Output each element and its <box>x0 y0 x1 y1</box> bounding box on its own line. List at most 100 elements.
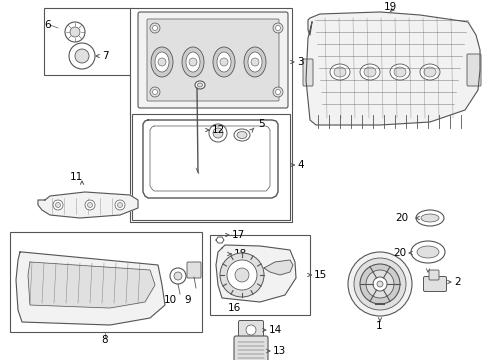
Text: 2: 2 <box>453 277 460 287</box>
Ellipse shape <box>420 214 438 222</box>
Circle shape <box>226 260 257 290</box>
Ellipse shape <box>416 246 438 258</box>
Polygon shape <box>305 12 479 125</box>
Ellipse shape <box>185 52 200 72</box>
Bar <box>132 114 289 220</box>
Circle shape <box>170 268 185 284</box>
Ellipse shape <box>237 131 246 139</box>
Ellipse shape <box>415 210 443 226</box>
Ellipse shape <box>359 64 379 80</box>
FancyBboxPatch shape <box>428 270 438 280</box>
Ellipse shape <box>423 67 435 77</box>
Text: 5: 5 <box>258 119 264 129</box>
FancyBboxPatch shape <box>423 276 446 292</box>
Circle shape <box>69 43 95 69</box>
Circle shape <box>365 270 393 298</box>
Circle shape <box>150 23 160 33</box>
Text: 20: 20 <box>394 213 407 223</box>
Ellipse shape <box>195 81 204 89</box>
Ellipse shape <box>389 64 409 80</box>
Text: 18: 18 <box>234 249 247 259</box>
Ellipse shape <box>410 241 444 263</box>
Text: 13: 13 <box>272 346 285 356</box>
Polygon shape <box>38 192 138 218</box>
Bar <box>130 8 291 222</box>
FancyBboxPatch shape <box>466 54 480 86</box>
Polygon shape <box>28 262 155 308</box>
Circle shape <box>75 49 89 63</box>
Bar <box>44 8 132 75</box>
Circle shape <box>53 200 63 210</box>
Text: 20: 20 <box>392 248 405 258</box>
Circle shape <box>347 252 411 316</box>
Polygon shape <box>264 260 292 275</box>
FancyBboxPatch shape <box>138 12 287 108</box>
Circle shape <box>250 58 259 66</box>
Circle shape <box>235 268 248 282</box>
Circle shape <box>213 247 226 261</box>
Circle shape <box>353 258 405 310</box>
Polygon shape <box>16 252 164 325</box>
Text: 11: 11 <box>69 172 82 182</box>
Ellipse shape <box>155 52 169 72</box>
Circle shape <box>220 253 264 297</box>
Circle shape <box>217 237 223 243</box>
Ellipse shape <box>329 64 349 80</box>
Text: 17: 17 <box>231 230 245 240</box>
Ellipse shape <box>182 47 203 77</box>
Ellipse shape <box>234 129 249 141</box>
Circle shape <box>213 128 223 138</box>
Text: 12: 12 <box>212 125 225 135</box>
Ellipse shape <box>197 83 202 87</box>
FancyBboxPatch shape <box>186 262 201 278</box>
Circle shape <box>245 325 256 335</box>
Circle shape <box>376 281 382 287</box>
Circle shape <box>189 58 197 66</box>
Ellipse shape <box>363 67 375 77</box>
Circle shape <box>275 90 280 95</box>
Circle shape <box>174 272 182 280</box>
Ellipse shape <box>247 52 262 72</box>
FancyBboxPatch shape <box>234 336 267 360</box>
Circle shape <box>115 200 125 210</box>
Circle shape <box>208 124 226 142</box>
Polygon shape <box>216 245 295 302</box>
Circle shape <box>65 22 85 42</box>
Text: 3: 3 <box>296 57 303 67</box>
Text: 4: 4 <box>296 160 303 170</box>
Ellipse shape <box>151 47 173 77</box>
Text: 16: 16 <box>227 303 241 313</box>
Circle shape <box>85 200 95 210</box>
Circle shape <box>55 202 61 207</box>
Circle shape <box>272 87 283 97</box>
Text: 6: 6 <box>44 20 51 30</box>
Circle shape <box>275 26 280 31</box>
Text: 14: 14 <box>268 325 282 335</box>
Text: 7: 7 <box>102 51 108 61</box>
Text: 15: 15 <box>313 270 326 280</box>
Circle shape <box>152 90 157 95</box>
FancyBboxPatch shape <box>238 320 263 338</box>
Text: 1: 1 <box>375 321 382 331</box>
Bar <box>10 232 202 332</box>
Circle shape <box>150 87 160 97</box>
Circle shape <box>87 202 92 207</box>
Circle shape <box>158 58 165 66</box>
Ellipse shape <box>217 52 230 72</box>
Text: 10: 10 <box>163 295 176 305</box>
Ellipse shape <box>419 64 439 80</box>
Ellipse shape <box>333 67 346 77</box>
Text: 8: 8 <box>102 335 108 345</box>
Circle shape <box>70 27 80 37</box>
Circle shape <box>372 277 386 291</box>
Circle shape <box>272 23 283 33</box>
FancyBboxPatch shape <box>303 59 312 86</box>
Ellipse shape <box>244 47 265 77</box>
Circle shape <box>117 202 122 207</box>
Bar <box>209 235 309 315</box>
Ellipse shape <box>393 67 405 77</box>
Text: 19: 19 <box>383 2 396 12</box>
Text: 9: 9 <box>184 295 191 305</box>
Circle shape <box>152 26 157 31</box>
Circle shape <box>220 58 227 66</box>
